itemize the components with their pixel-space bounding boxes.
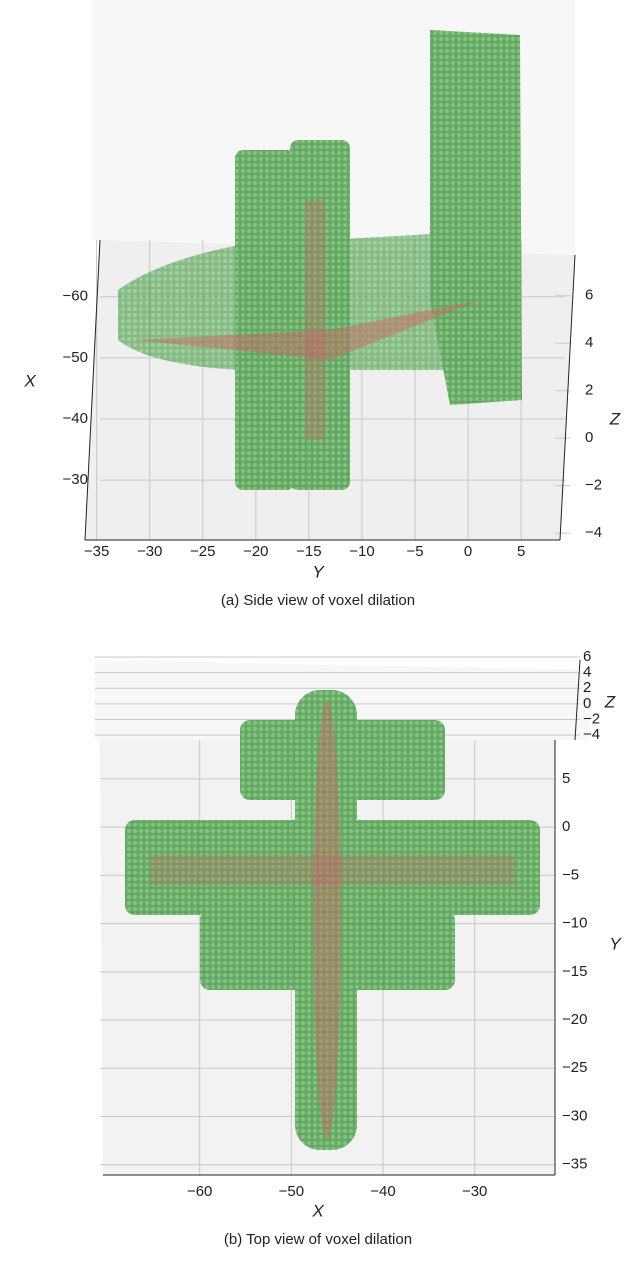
- y-tick-label: −5: [406, 543, 423, 560]
- x-axis-label: X: [311, 1201, 324, 1220]
- z-tick-label: 6: [585, 287, 593, 304]
- y-tick-label: 0: [562, 818, 570, 835]
- y-tick-label: −30: [562, 1107, 587, 1124]
- z-tick-label: −2: [583, 710, 600, 727]
- x-tick-label: −60: [187, 1183, 212, 1200]
- axis-line: [84, 239, 101, 541]
- y-axis-label: Y: [609, 934, 622, 953]
- y-tick-label: −20: [243, 543, 268, 560]
- z-tick-label: 0: [583, 695, 591, 712]
- x-tick-label: −30: [63, 471, 88, 488]
- y-tick-label: −15: [562, 963, 587, 980]
- z-tick-label: 6: [583, 648, 591, 665]
- x-tick-label: −50: [63, 349, 88, 366]
- z-tick-label: 4: [583, 664, 591, 681]
- z-tick-label: 0: [585, 429, 593, 446]
- y-tick-label: −25: [562, 1059, 587, 1076]
- z-tick-label: −4: [585, 524, 602, 541]
- z-axis-label: Z: [609, 409, 621, 428]
- y-tick-label: −5: [562, 866, 579, 883]
- x-tick-label: −40: [63, 410, 88, 427]
- caption: (b) Top view of voxel dilation: [224, 1231, 412, 1248]
- y-tick-label: −35: [84, 543, 109, 560]
- x-tick-label: −60: [63, 288, 88, 305]
- axis-line: [574, 659, 581, 741]
- z-tick-label: 2: [583, 679, 591, 696]
- y-tick-label: −10: [349, 543, 374, 560]
- y-tick-label: 0: [464, 543, 472, 560]
- x-axis-label: X: [23, 371, 36, 390]
- voxel-cloud-b: [125, 690, 540, 1150]
- z-tick-label: 4: [585, 334, 593, 351]
- x-tick-label: −30: [462, 1183, 487, 1200]
- z-tick-label: −2: [585, 477, 602, 494]
- z-tick-label: −4: [583, 726, 600, 743]
- y-tick-label: −25: [190, 543, 215, 560]
- x-tick-label: −50: [279, 1183, 304, 1200]
- y-tick-label: −15: [296, 543, 321, 560]
- y-tick-label: −10: [562, 915, 587, 932]
- y-tick-label: 5: [517, 543, 525, 560]
- y-tick-label: −20: [562, 1011, 587, 1028]
- y-tick-label: −35: [562, 1156, 587, 1173]
- voxel-cloud-a: [118, 30, 522, 490]
- axis-line: [559, 254, 576, 541]
- y-axis-label: Y: [312, 562, 325, 581]
- y-tick-label: 5: [562, 770, 570, 787]
- x-tick-label: −40: [370, 1183, 395, 1200]
- caption: (a) Side view of voxel dilation: [221, 592, 415, 609]
- y-tick-label: −30: [137, 543, 162, 560]
- z-axis-label: Z: [604, 692, 616, 711]
- z-tick-label: 2: [585, 382, 593, 399]
